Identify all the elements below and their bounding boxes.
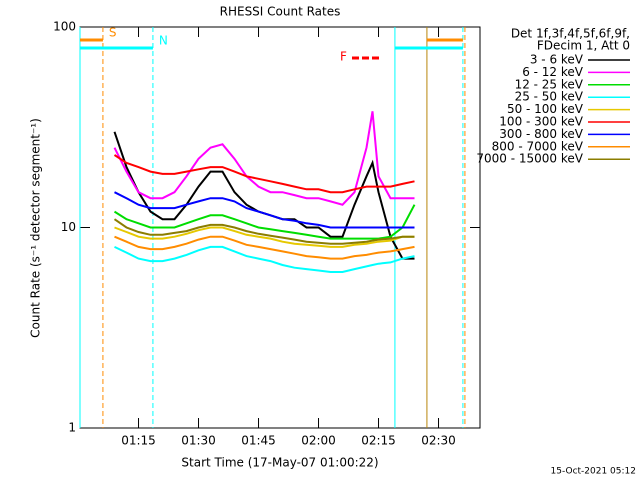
x-tick-label: 01:45 [241, 434, 276, 448]
series-line [113, 111, 415, 206]
legend-header: Det 1f,3f,4f,5f,6f,9f, [511, 27, 630, 41]
plot-frame [79, 26, 481, 429]
x-tick-label: 02:30 [421, 434, 456, 448]
y-tick-label: 100 [53, 20, 76, 34]
chart-title: RHESSI Count Rates [220, 5, 341, 19]
y-tick-label: 10 [61, 220, 76, 234]
legend-label: 300 - 800 keV [499, 127, 583, 141]
y-axis-label: Count Rate (s⁻¹ detector segment⁻¹) [29, 118, 43, 338]
flag-label: F [340, 50, 347, 64]
interval-label: S [109, 26, 117, 40]
legend-label: 12 - 25 keV [515, 77, 584, 91]
series-line [114, 226, 415, 248]
legend-label: 800 - 7000 keV [492, 139, 584, 153]
legend-header: FDecim 1, Att 0 [537, 39, 630, 53]
series-line [113, 204, 416, 240]
x-tick-label: 02:15 [361, 434, 396, 448]
y-tick-label: 1 [68, 421, 76, 435]
x-tick-label: 01:15 [121, 434, 156, 448]
series-line [113, 218, 415, 245]
legend-label: 50 - 100 keV [507, 102, 584, 116]
series-line [114, 191, 415, 229]
series-line [113, 154, 415, 194]
x-axis-label: Start Time (17-May-07 01:00:22) [181, 456, 378, 470]
series-line [114, 235, 415, 260]
x-tick-label: 01:30 [181, 434, 216, 448]
legend-label: 6 - 12 keV [522, 65, 584, 79]
interval-label: N [159, 34, 168, 48]
legend-label: 3 - 6 keV [530, 53, 584, 67]
legend-label: 7000 - 15000 keV [476, 152, 583, 166]
footer: 15-Oct-2021 05:12 [551, 467, 636, 477]
legend-label: 25 - 50 keV [515, 90, 584, 104]
legend-label: 100 - 300 keV [499, 115, 583, 129]
series-line [114, 245, 415, 273]
x-tick-label: 02:00 [301, 434, 336, 448]
